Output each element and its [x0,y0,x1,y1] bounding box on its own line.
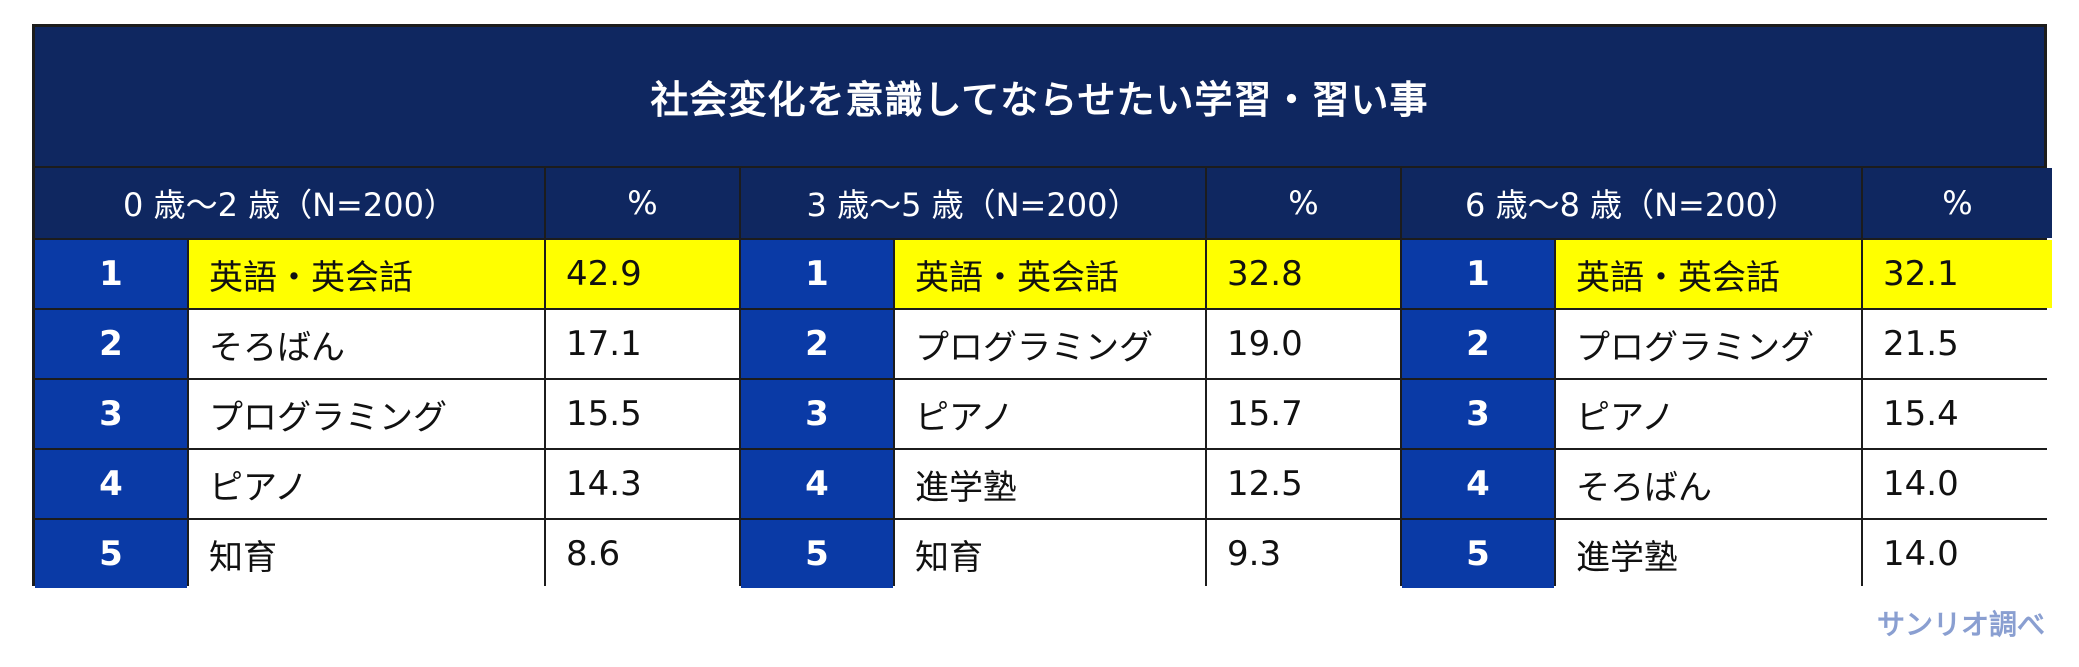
rank-cell: 4 [1402,450,1554,518]
value-cell: 14.3 [546,450,739,518]
value-cell: 15.4 [1863,380,2052,448]
percent-header-2: % [1863,168,2052,238]
group-header-0: 0 歳～2 歳（N=200） [35,168,544,238]
item-cell: 知育 [189,520,544,588]
group-header-1: 3 歳～5 歳（N=200） [741,168,1205,238]
rank-cell: 2 [35,310,187,378]
rank-cell: 1 [741,240,893,308]
source-note: サンリオ調べ [1876,608,2045,641]
item-cell: プログラミング [189,380,544,448]
item-cell: ピアノ [189,450,544,518]
rank-cell: 3 [741,380,893,448]
item-cell: 知育 [895,520,1205,588]
rank-cell: 1 [1402,240,1554,308]
item-cell: そろばん [189,310,544,378]
item-cell: 進学塾 [1556,520,1861,588]
value-cell: 14.0 [1863,450,2052,518]
percent-header-0: % [546,168,739,238]
group-header-2: 6 歳～8 歳（N=200） [1402,168,1861,238]
item-cell: そろばん [1556,450,1861,518]
ranking-table: 社会変化を意識してならせたい学習・習い事 0 歳～2 歳（N=200） % 3 … [32,24,2052,588]
value-cell: 15.7 [1207,380,1400,448]
value-cell: 19.0 [1207,310,1400,378]
value-cell: 9.3 [1207,520,1400,588]
table-title: 社会変化を意識してならせたい学習・習い事 [35,27,2044,166]
rank-cell: 3 [35,380,187,448]
value-cell: 14.0 [1863,520,2052,588]
item-cell: プログラミング [1556,310,1861,378]
value-cell: 32.8 [1207,240,1400,308]
value-cell: 21.5 [1863,310,2052,378]
item-cell: 英語・英会話 [1556,240,1861,308]
rank-cell: 2 [741,310,893,378]
rank-cell: 1 [35,240,187,308]
rank-cell: 5 [1402,520,1554,588]
item-cell: ピアノ [1556,380,1861,448]
rank-cell: 4 [35,450,187,518]
item-cell: 英語・英会話 [189,240,544,308]
value-cell: 42.9 [546,240,739,308]
rank-cell: 5 [741,520,893,588]
rank-cell: 2 [1402,310,1554,378]
value-cell: 12.5 [1207,450,1400,518]
rank-cell: 5 [35,520,187,588]
rank-cell: 3 [1402,380,1554,448]
ranking-grid: 0 歳～2 歳（N=200） % 3 歳～5 歳（N=200） % 6 歳～8 … [35,168,2052,588]
item-cell: 進学塾 [895,450,1205,518]
percent-header-1: % [1207,168,1400,238]
rank-cell: 4 [741,450,893,518]
value-cell: 17.1 [546,310,739,378]
item-cell: ピアノ [895,380,1205,448]
value-cell: 8.6 [546,520,739,588]
value-cell: 32.1 [1863,240,2052,308]
value-cell: 15.5 [546,380,739,448]
item-cell: 英語・英会話 [895,240,1205,308]
item-cell: プログラミング [895,310,1205,378]
